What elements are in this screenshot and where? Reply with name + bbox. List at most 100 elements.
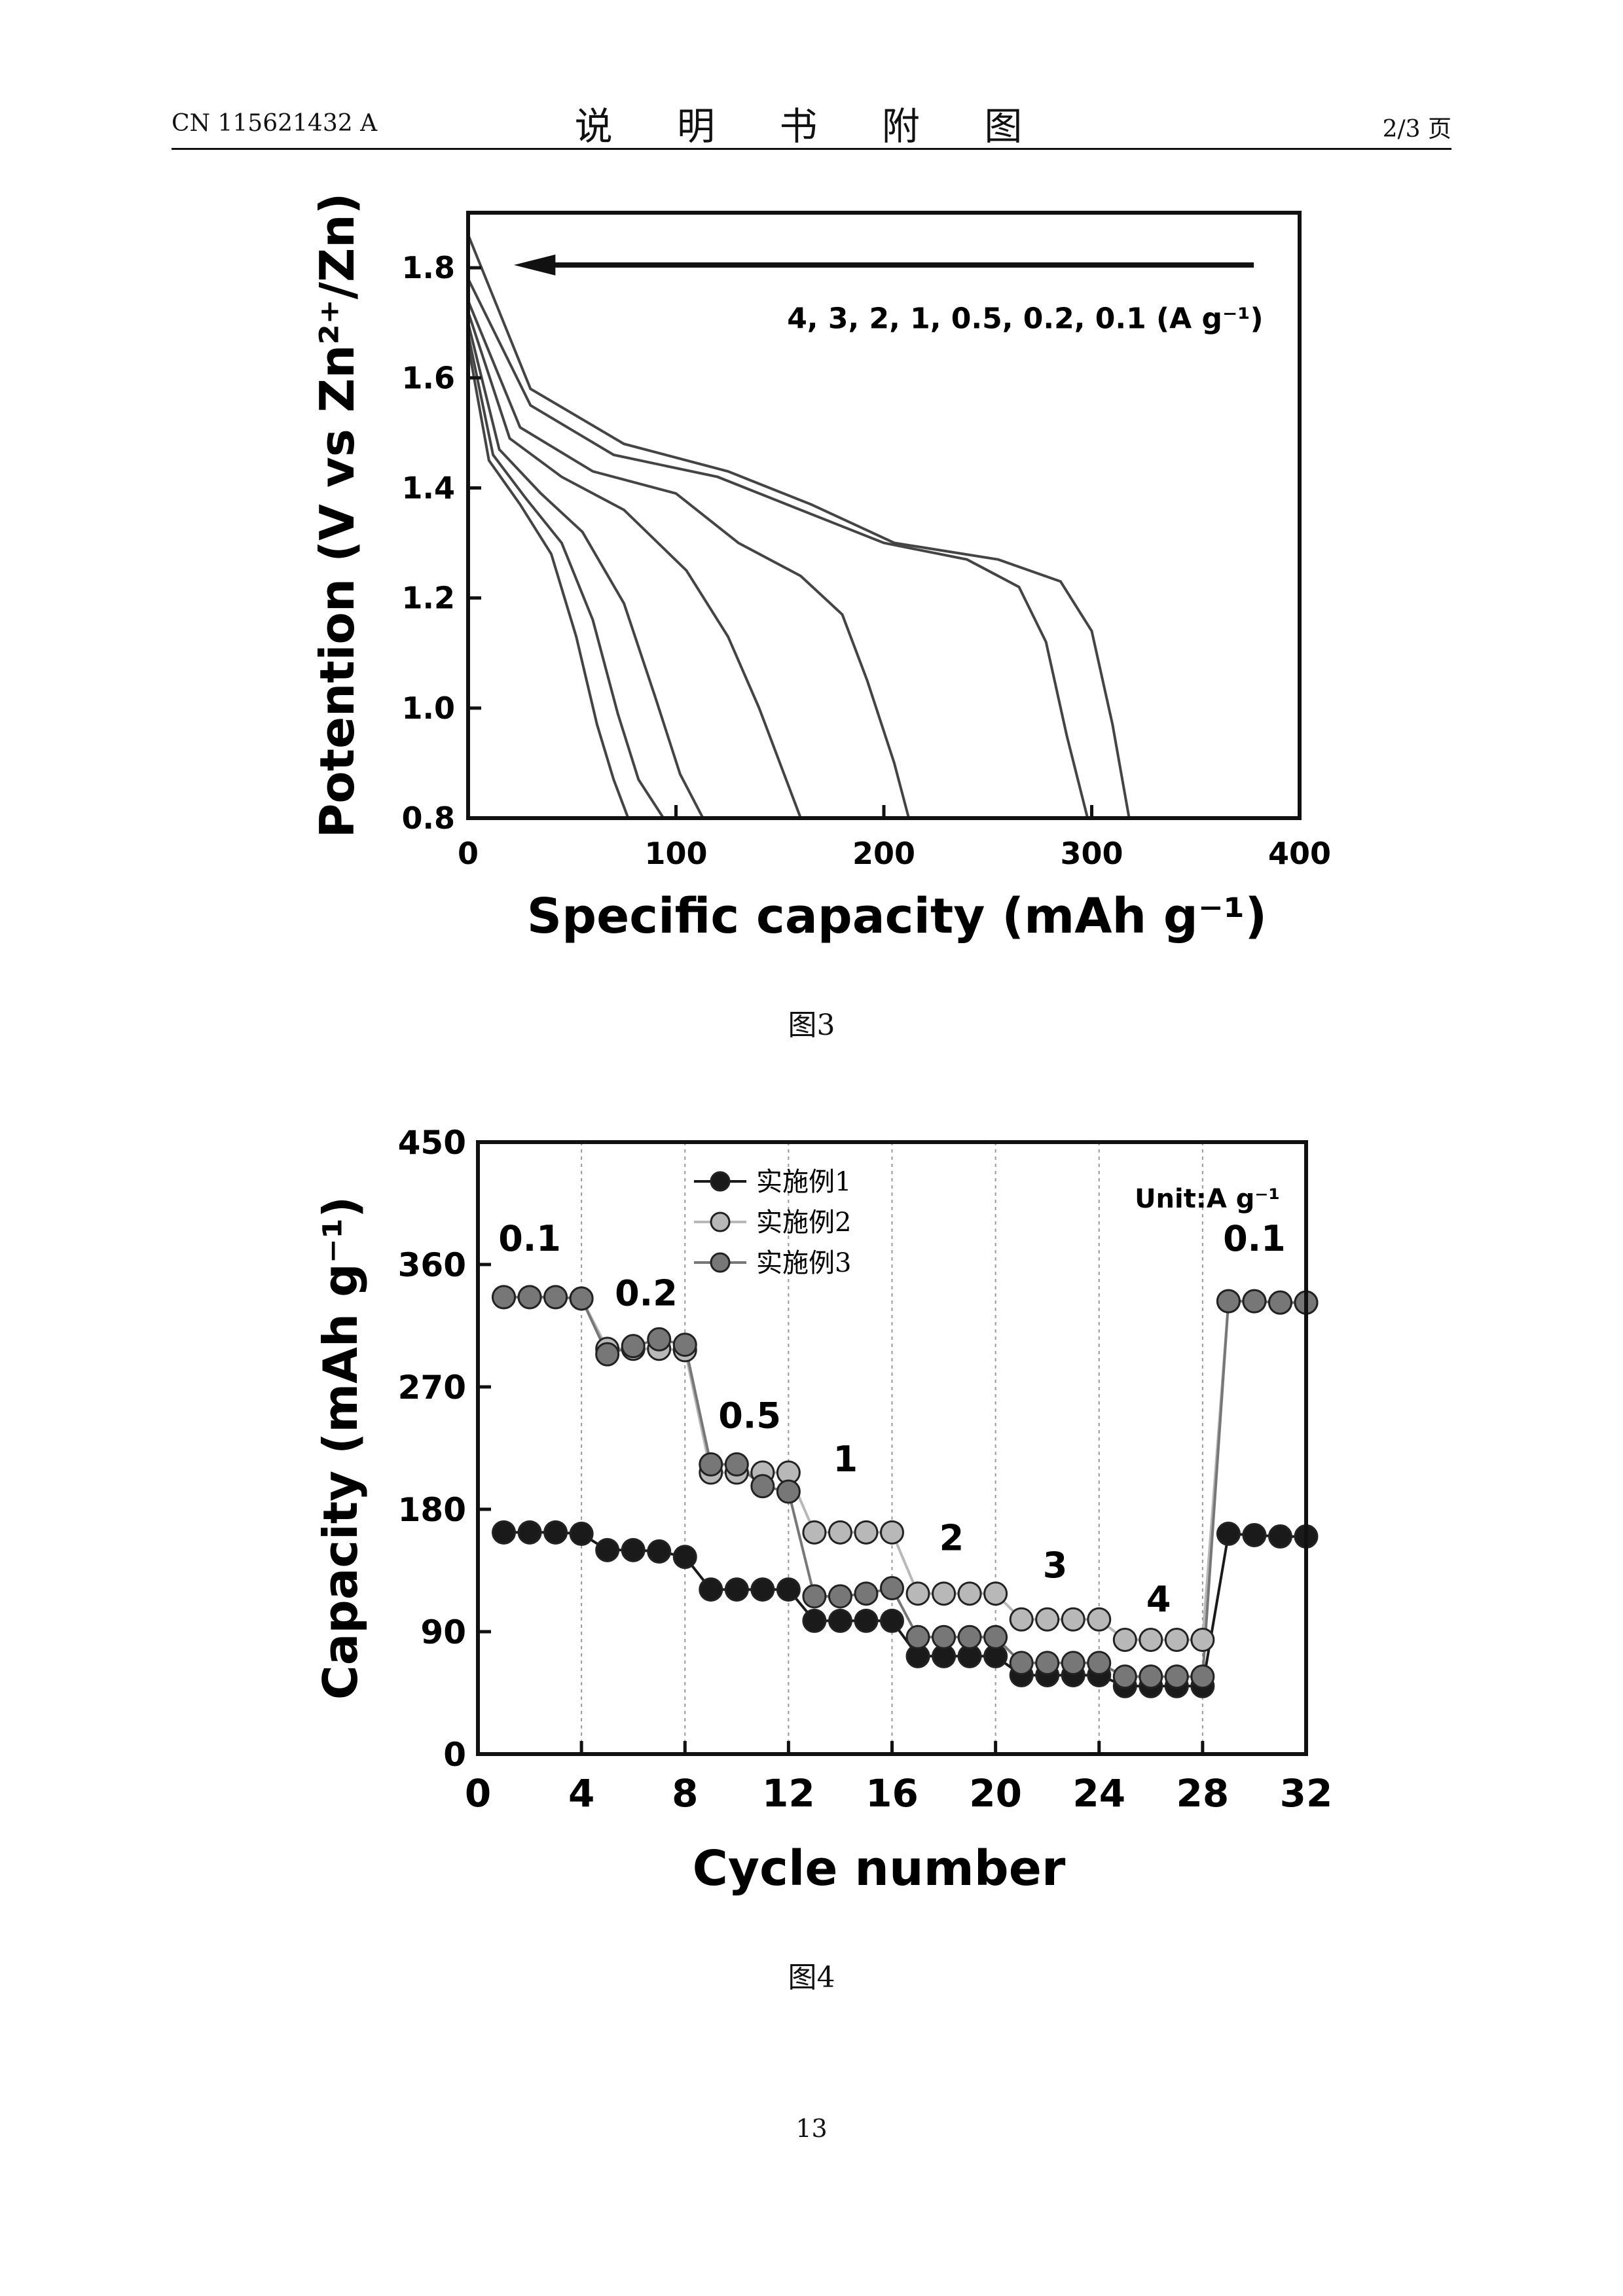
legend-label-1: 实施例2 xyxy=(756,1208,851,1238)
y-tick-label-0: 0.8 xyxy=(402,800,456,836)
rate-label-6: 4 xyxy=(1146,1579,1171,1620)
data-point-1-23 xyxy=(1087,1607,1112,1632)
data-point-2-26 xyxy=(1164,1664,1189,1689)
page-number: 13 xyxy=(795,2114,828,2143)
y-tick-label-5: 450 xyxy=(398,1124,466,1162)
rate-arrow-head xyxy=(513,254,556,276)
data-point-0-15 xyxy=(880,1608,904,1633)
discharge-curve-2 xyxy=(468,322,704,818)
y-tick-label-4: 1.6 xyxy=(402,360,456,395)
x-tick-label-3: 300 xyxy=(1060,836,1123,871)
data-point-2-9 xyxy=(724,1452,749,1477)
page-heading: 说 明 书 附 图 xyxy=(574,104,1049,149)
page-count: 2/3 页 xyxy=(1382,116,1451,143)
y-tick-label-5: 1.8 xyxy=(402,250,456,285)
data-point-0-13 xyxy=(828,1608,852,1633)
data-point-1-22 xyxy=(1061,1607,1085,1632)
data-point-2-17 xyxy=(932,1624,957,1649)
data-point-1-24 xyxy=(1112,1627,1137,1652)
data-point-2-3 xyxy=(569,1286,594,1311)
legend-label-0: 实施例1 xyxy=(756,1167,851,1197)
data-point-2-15 xyxy=(880,1576,904,1601)
x-tick-label-1: 100 xyxy=(644,836,707,871)
y-tick-label-3: 270 xyxy=(398,1369,466,1407)
unit-label: Unit:A g⁻¹ xyxy=(1135,1184,1280,1214)
data-point-2-22 xyxy=(1061,1651,1085,1676)
discharge-curve-4 xyxy=(468,300,911,818)
data-point-1-13 xyxy=(828,1520,852,1545)
y-axis-title: Capacity (mAh g⁻¹) xyxy=(313,1196,368,1700)
y-tick-label-1: 1.0 xyxy=(402,691,456,726)
figure3-caption: 图3 xyxy=(788,1009,835,1042)
data-point-0-14 xyxy=(854,1608,879,1633)
data-point-2-19 xyxy=(983,1624,1008,1649)
data-point-0-3 xyxy=(569,1521,594,1546)
patent-number: CN 115621432 A xyxy=(172,110,378,137)
data-point-0-6 xyxy=(647,1539,672,1564)
data-point-2-12 xyxy=(802,1584,827,1609)
legend-marker-2 xyxy=(710,1252,731,1273)
rate-label-5: 3 xyxy=(1043,1545,1068,1586)
data-point-0-2 xyxy=(543,1520,568,1545)
data-point-0-28 xyxy=(1216,1521,1241,1546)
data-point-2-4 xyxy=(595,1342,620,1367)
x-axis-title: Cycle number xyxy=(693,1840,1066,1897)
data-point-0-5 xyxy=(621,1537,646,1562)
figure4-caption: 图4 xyxy=(788,1961,835,1994)
data-point-2-2 xyxy=(543,1285,568,1310)
discharge-curve-chart: 0 100 200 300 400 0.8 1.0 1.2 1.4 1.6 1.8 Specific … xyxy=(310,193,1331,944)
data-point-2-10 xyxy=(750,1474,775,1499)
y-tick-label-1: 90 xyxy=(420,1613,466,1651)
x-tick-label-6: 24 xyxy=(1072,1771,1125,1816)
data-point-2-21 xyxy=(1035,1651,1060,1676)
data-point-2-30 xyxy=(1267,1290,1292,1315)
data-point-2-16 xyxy=(905,1624,930,1649)
x-tick-label-0: 0 xyxy=(458,836,479,871)
y-tick-label-2: 180 xyxy=(398,1491,466,1529)
data-point-0-7 xyxy=(672,1545,697,1570)
x-tick-label-3: 12 xyxy=(762,1771,815,1816)
data-point-2-24 xyxy=(1112,1664,1137,1689)
data-point-2-8 xyxy=(699,1452,723,1477)
data-point-0-8 xyxy=(699,1577,723,1602)
data-point-2-25 xyxy=(1139,1664,1163,1689)
discharge-curve-3 xyxy=(468,311,802,818)
x-tick-label-8: 32 xyxy=(1280,1771,1333,1816)
rate-annotation: 4, 3, 2, 1, 0.5, 0.2, 0.1 (A g⁻¹) xyxy=(787,302,1263,336)
x-axis-title: Specific capacity (mAh g⁻¹) xyxy=(527,888,1267,944)
y-tick-label-0: 0 xyxy=(443,1736,466,1774)
data-point-2-27 xyxy=(1190,1664,1215,1689)
data-point-1-14 xyxy=(854,1520,879,1545)
data-point-0-12 xyxy=(802,1608,827,1633)
data-point-2-1 xyxy=(517,1285,542,1310)
data-point-1-18 xyxy=(957,1581,982,1606)
x-tick-label-5: 20 xyxy=(969,1771,1022,1816)
x-tick-label-4: 400 xyxy=(1268,836,1331,871)
discharge-curve-6 xyxy=(468,234,1131,818)
data-point-2-14 xyxy=(854,1581,879,1606)
header-rule xyxy=(172,148,1451,150)
data-point-1-12 xyxy=(802,1520,827,1545)
discharge-curve-1 xyxy=(468,333,665,818)
data-point-0-10 xyxy=(750,1577,775,1602)
x-tick-label-0: 0 xyxy=(465,1771,491,1816)
data-point-2-23 xyxy=(1087,1651,1112,1676)
legend-marker-0 xyxy=(710,1171,731,1192)
x-tick-label-1: 4 xyxy=(568,1771,594,1816)
y-tick-label-3: 1.4 xyxy=(402,470,456,505)
discharge-curve-5 xyxy=(468,278,1089,818)
data-point-2-29 xyxy=(1242,1289,1267,1314)
rate-label-4: 2 xyxy=(939,1517,964,1558)
x-tick-label-2: 8 xyxy=(672,1771,698,1816)
data-point-1-15 xyxy=(880,1520,904,1545)
data-point-0-29 xyxy=(1242,1522,1267,1547)
data-point-1-16 xyxy=(905,1581,930,1606)
rate-label-2: 0.5 xyxy=(718,1395,781,1436)
data-point-1-21 xyxy=(1035,1607,1060,1632)
x-tick-label-7: 28 xyxy=(1176,1771,1230,1816)
data-point-1-27 xyxy=(1190,1627,1215,1652)
data-point-0-11 xyxy=(776,1577,801,1602)
y-tick-label-2: 1.2 xyxy=(402,581,456,616)
x-tick-label-2: 200 xyxy=(852,836,915,871)
